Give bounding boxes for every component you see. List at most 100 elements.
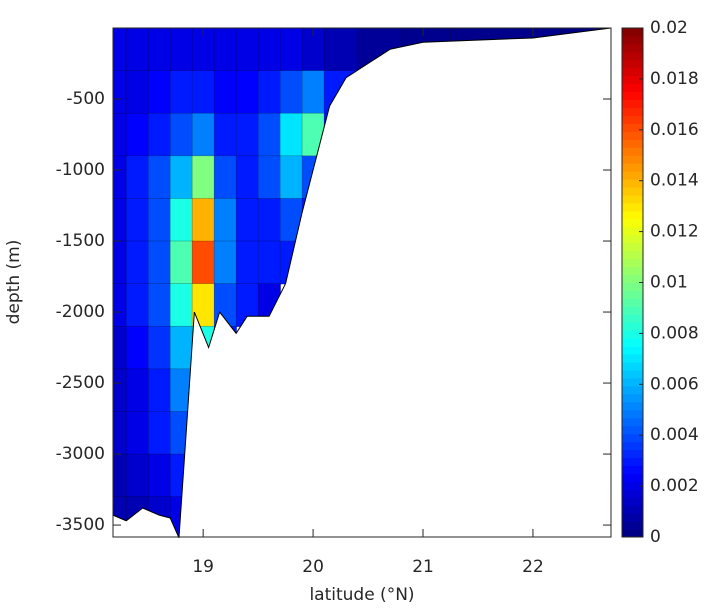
field-cell bbox=[213, 155, 237, 200]
field-cell bbox=[213, 28, 237, 72]
colorbar-step bbox=[622, 362, 643, 371]
plot-frame bbox=[112, 27, 612, 538]
field-cell bbox=[191, 70, 215, 115]
colorbar-step bbox=[622, 417, 643, 427]
field-cell bbox=[125, 28, 149, 72]
field-cell bbox=[147, 155, 171, 200]
field-cell bbox=[113, 112, 127, 157]
colorbar-step bbox=[622, 179, 643, 188]
field-cell bbox=[147, 70, 171, 115]
colorbar-step bbox=[622, 529, 643, 538]
field-cell bbox=[257, 112, 281, 157]
field-cell bbox=[113, 155, 127, 200]
field-cell bbox=[113, 325, 127, 370]
colorbar-step bbox=[622, 99, 643, 109]
field-cell bbox=[147, 325, 171, 370]
field-cell bbox=[169, 198, 193, 242]
field-cell bbox=[113, 283, 127, 328]
colorbar-step bbox=[622, 67, 643, 77]
colorbar-step bbox=[622, 187, 643, 196]
field-cell bbox=[191, 240, 215, 285]
colorbar-step bbox=[622, 226, 643, 236]
field-cell bbox=[257, 155, 281, 200]
field-cell bbox=[147, 28, 171, 72]
y-tick-label: -2000 bbox=[56, 302, 105, 322]
field-cell bbox=[191, 368, 215, 413]
colorbar-step bbox=[622, 163, 643, 172]
field-cell bbox=[191, 198, 215, 242]
colorbar-step bbox=[622, 521, 643, 530]
field-cell bbox=[169, 70, 193, 115]
colorbar-step bbox=[622, 282, 643, 291]
field-cell bbox=[113, 453, 127, 498]
field-cell bbox=[169, 411, 193, 455]
field-cell bbox=[191, 155, 215, 200]
colorbar-step bbox=[622, 377, 643, 387]
field-cell bbox=[113, 411, 127, 455]
field-cell bbox=[301, 70, 325, 115]
field-cell bbox=[191, 112, 215, 157]
field-cell bbox=[125, 283, 149, 328]
field-cell bbox=[113, 198, 127, 242]
colorbar-step bbox=[622, 330, 643, 339]
field-cell bbox=[257, 240, 281, 285]
field-cell bbox=[125, 112, 149, 157]
colorbar-step bbox=[622, 35, 643, 45]
colorbar-step bbox=[622, 131, 643, 140]
field-cell bbox=[125, 70, 149, 115]
y-tick-label: -3000 bbox=[56, 444, 105, 464]
x-tick-label: 20 bbox=[302, 557, 324, 577]
y-tick-label: -2500 bbox=[56, 373, 105, 393]
field-cell bbox=[356, 28, 402, 72]
x-tick-label: 22 bbox=[522, 557, 544, 577]
colorbar-step bbox=[622, 338, 643, 347]
colorbar-step bbox=[622, 354, 643, 363]
field-cell bbox=[560, 28, 611, 72]
colorbar-step bbox=[622, 274, 643, 283]
y-tick-label: -3500 bbox=[56, 515, 105, 535]
field-cell bbox=[147, 453, 171, 498]
colorbar-step bbox=[622, 155, 643, 164]
colorbar-tick-label: 0 bbox=[650, 527, 661, 547]
colorbar-step bbox=[622, 441, 643, 451]
field-cell bbox=[235, 112, 259, 157]
field-cell bbox=[125, 411, 149, 455]
field-cell bbox=[301, 155, 325, 200]
colorbar-tick-label: 0.008 bbox=[650, 323, 699, 343]
colorbar-step bbox=[622, 465, 643, 474]
x-tick-label: 19 bbox=[192, 557, 214, 577]
field-cell bbox=[125, 325, 149, 370]
field-cell bbox=[169, 28, 193, 72]
field-cell bbox=[235, 198, 259, 242]
colorbar-tick-label: 0.012 bbox=[650, 222, 699, 242]
colorbar-step bbox=[622, 481, 643, 490]
field-cell bbox=[213, 112, 237, 157]
colorbar-tick-label: 0.018 bbox=[650, 69, 699, 89]
field bbox=[113, 28, 611, 538]
field-cell bbox=[147, 283, 171, 328]
field-cell bbox=[169, 240, 193, 285]
colorbar-step bbox=[622, 290, 643, 299]
field-cell bbox=[125, 240, 149, 285]
colorbar-step bbox=[622, 449, 643, 458]
field-cell bbox=[213, 70, 237, 115]
field-cell bbox=[147, 112, 171, 157]
field-cell bbox=[113, 368, 127, 413]
field-cell bbox=[450, 28, 507, 72]
seafloor-line bbox=[112, 27, 612, 539]
colorbar-step bbox=[622, 322, 643, 331]
field-cell bbox=[213, 198, 237, 242]
x-tick-label: 21 bbox=[412, 557, 434, 577]
field-cell bbox=[235, 28, 259, 72]
field-cell bbox=[301, 198, 325, 242]
field-cell bbox=[169, 155, 193, 200]
y-tick-label: -1000 bbox=[56, 160, 105, 180]
colorbar-step bbox=[622, 306, 643, 315]
field-cell bbox=[169, 453, 193, 498]
colorbar-step bbox=[622, 83, 643, 93]
colorbar-step bbox=[622, 75, 643, 85]
colorbar-step bbox=[622, 489, 643, 498]
field-cell bbox=[191, 283, 215, 328]
field-cell bbox=[279, 240, 303, 285]
